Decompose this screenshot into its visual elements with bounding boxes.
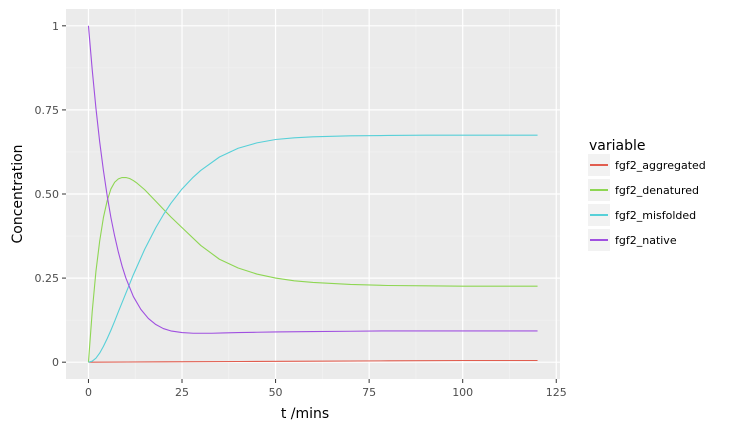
legend-item-fgf2_denatured: fgf2_denatured	[588, 179, 699, 201]
y-axis: 0 0.25 0.50 0.75 1	[35, 20, 66, 369]
legend-item-fgf2_aggregated: fgf2_aggregated	[588, 154, 706, 176]
y-tick-label: 0.25	[35, 272, 60, 285]
legend-item-fgf2_misfolded: fgf2_misfolded	[588, 204, 696, 226]
legend-item-fgf2_native: fgf2_native	[588, 229, 677, 251]
series-line-fgf2_misfolded	[88, 134, 538, 363]
series-lines	[87, 25, 538, 363]
y-tick-label: 0.50	[35, 188, 60, 201]
legend-label: fgf2_denatured	[615, 184, 699, 197]
legend-label: fgf2_aggregated	[615, 159, 706, 172]
x-tick-label: 0	[85, 386, 92, 399]
x-tick-label: 50	[269, 386, 283, 399]
x-tick-label: 100	[452, 386, 473, 399]
x-axis: 0 25 50 75 100 125	[85, 379, 567, 399]
legend-items: fgf2_aggregated fgf2_denatured fgf2_misfol…	[588, 154, 706, 251]
series-line-fgf2_native	[87, 25, 538, 334]
legend-label: fgf2_native	[615, 234, 677, 247]
x-tick-label: 75	[362, 386, 376, 399]
legend: variable fgf2_aggregatedfgf2_denaturedfg…	[588, 138, 706, 251]
x-tick-label: 125	[546, 386, 567, 399]
x-axis-title: t /mins	[281, 406, 329, 422]
legend-title: variable	[589, 138, 645, 154]
y-tick-label: 0.75	[35, 104, 60, 117]
y-tick-label: 0	[52, 356, 59, 369]
y-tick-label: 1	[52, 20, 59, 33]
legend-label: fgf2_misfolded	[615, 209, 696, 222]
x-tick-label: 25	[175, 386, 189, 399]
y-axis-title: Concentration	[10, 144, 26, 243]
series-line-fgf2_aggregated	[88, 359, 538, 363]
